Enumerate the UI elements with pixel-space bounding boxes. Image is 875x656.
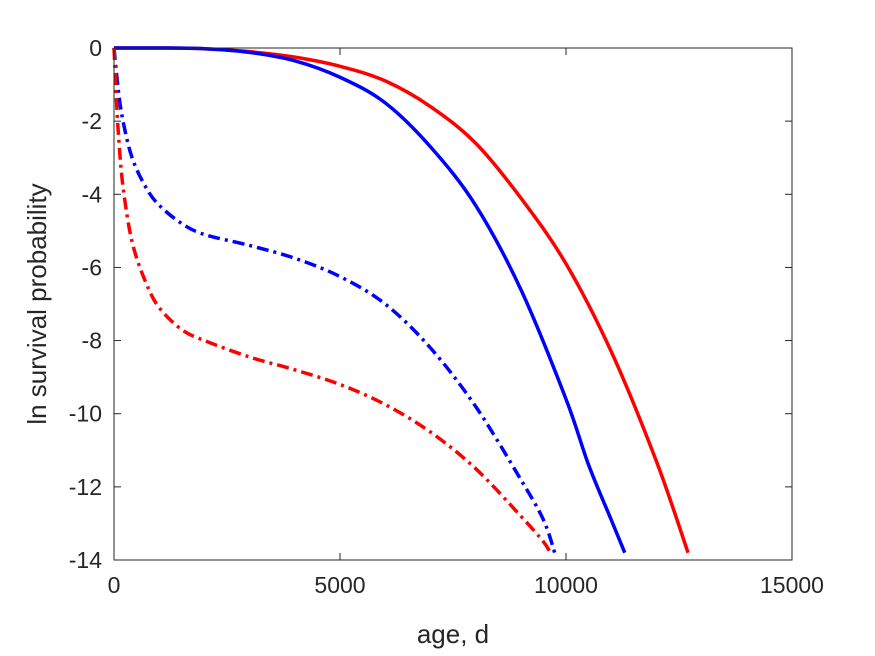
x-tick-label: 15000 bbox=[760, 572, 824, 598]
y-tick-label: -10 bbox=[69, 401, 102, 427]
y-tick-label: -8 bbox=[82, 328, 102, 354]
axes-box bbox=[113, 47, 793, 561]
y-tick-label: -2 bbox=[82, 108, 102, 134]
y-tick-label: -14 bbox=[69, 547, 102, 573]
y-axis-label: ln survival probability bbox=[22, 183, 52, 424]
red-dashdot-series-line bbox=[112, 47, 552, 554]
blue-solid-series-line bbox=[113, 46, 627, 554]
x-axis-label: age, d bbox=[417, 619, 489, 649]
y-tick-label: -4 bbox=[82, 181, 103, 207]
series-layer bbox=[112, 46, 690, 554]
blue-dashdot-series-line bbox=[112, 47, 557, 554]
x-tick-label: 5000 bbox=[314, 572, 365, 598]
y-tick-label: -12 bbox=[69, 474, 102, 500]
ticks-layer: 0 5000 10000 15000 0 -2 -4 -6 -8 -10 -12 -14 bbox=[69, 35, 824, 598]
y-tick-label: -6 bbox=[82, 254, 102, 280]
x-tick-label: 0 bbox=[108, 572, 121, 598]
x-tick-label: 10000 bbox=[534, 572, 598, 598]
y-tick-label: 0 bbox=[89, 35, 102, 61]
